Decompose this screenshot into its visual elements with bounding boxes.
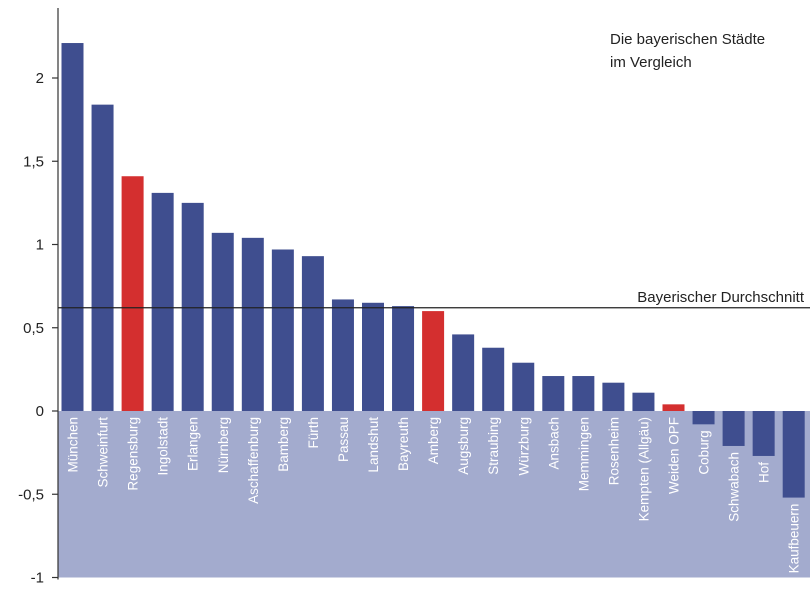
y-tick-label: -0,5: [18, 486, 44, 503]
x-tick-label: Passau: [336, 417, 351, 462]
x-tick-label: Weiden OPF: [667, 417, 682, 494]
chart-subtitle: im Vergleich: [610, 54, 692, 71]
x-tick-label: Amberg: [426, 417, 441, 464]
bar-passau: [331, 299, 354, 411]
bar-nürnberg: [211, 232, 234, 411]
x-tick-label: Ansbach: [546, 417, 561, 470]
x-tick-label: Augsburg: [456, 417, 471, 475]
x-tick-label: Bayreuth: [396, 417, 411, 471]
y-tick-label: 2: [36, 70, 44, 87]
bar-straubing: [482, 347, 505, 411]
x-tick-label: Straubing: [486, 417, 501, 475]
x-tick-label: München: [66, 417, 81, 473]
x-tick-label: Erlangen: [186, 417, 201, 471]
x-tick-label: Landshut: [366, 417, 381, 473]
x-tick-label: Würzburg: [516, 417, 531, 476]
bar-kempten-allgäu-: [632, 392, 655, 411]
bar-schwabach: [722, 411, 745, 446]
bar-münchen: [61, 43, 84, 411]
x-tick-label: Aschaffenburg: [246, 417, 261, 504]
x-tick-label: Memmingen: [576, 417, 591, 491]
chart-title: Die bayerischen Städte: [610, 31, 765, 48]
x-tick-label: Schwabach: [727, 452, 742, 522]
bar-erlangen: [181, 202, 204, 411]
bar-aschaffenburg: [241, 237, 264, 411]
y-tick-label: 1,5: [23, 153, 44, 170]
bar-regensburg: [121, 176, 144, 411]
x-tick-label: Rosenheim: [606, 417, 621, 485]
x-tick-label: Kaufbeuern: [787, 504, 802, 574]
x-tick-label: Schweinfurt: [96, 417, 111, 488]
bar-würzburg: [512, 362, 535, 411]
y-tick-label: 0: [36, 403, 44, 420]
x-tick-label: Kempten (Allgäu): [636, 417, 651, 521]
bar-ingolstadt: [151, 192, 174, 411]
x-tick-label: Nürnberg: [216, 417, 231, 473]
y-tick-label: 0,5: [23, 320, 44, 337]
reference-line-label: Bayerischer Durchschnitt: [637, 289, 805, 306]
x-tick-label: Ingolstadt: [156, 417, 171, 476]
y-tick-label: 1: [36, 237, 44, 254]
bar-kaufbeuern: [782, 411, 805, 498]
bar-coburg: [692, 411, 715, 425]
y-tick-label: -1: [31, 570, 44, 586]
bar-schweinfurt: [91, 104, 114, 411]
bar-landshut: [362, 302, 384, 411]
x-tick-label: Regensburg: [126, 417, 141, 491]
bar-memmingen: [572, 376, 595, 411]
x-tick-label: Hof: [757, 462, 772, 483]
negative-region-band: [58, 411, 810, 578]
bar-weiden-opf: [662, 404, 685, 411]
bar-augsburg: [452, 334, 475, 411]
bar-bayreuth: [392, 306, 415, 411]
bar-amberg: [422, 311, 445, 411]
bar-fürth: [301, 256, 324, 411]
x-tick-label: Bamberg: [276, 417, 291, 472]
bar-hof: [752, 411, 775, 456]
bar-ansbach: [542, 376, 565, 411]
x-tick-label: Coburg: [697, 430, 712, 474]
x-tick-label: Fürth: [306, 417, 321, 449]
bar-rosenheim: [602, 382, 625, 411]
bar-bamberg: [271, 249, 294, 411]
